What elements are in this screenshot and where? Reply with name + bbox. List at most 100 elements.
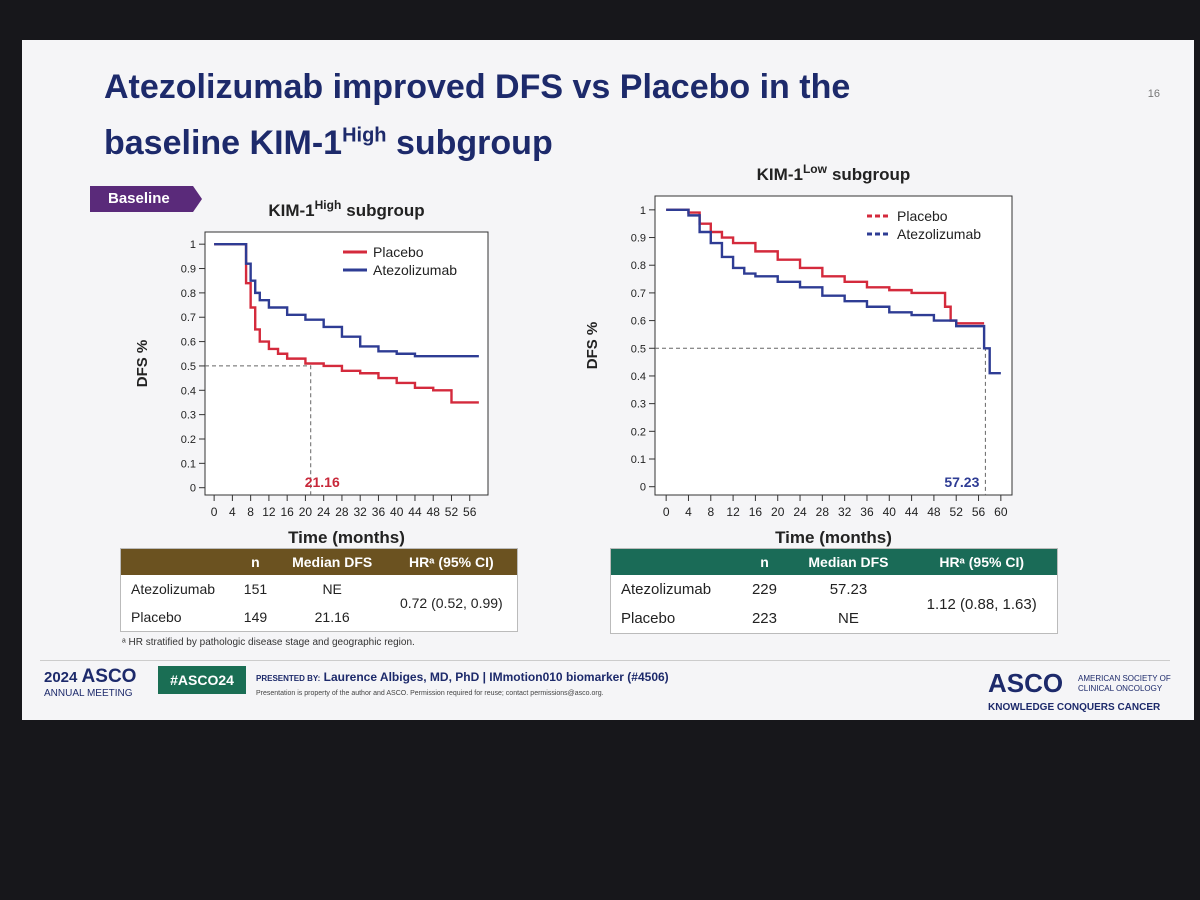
x-tick-label: 20: [771, 505, 785, 519]
x-tick-label: 16: [749, 505, 763, 519]
chart-title: KIM-1High subgroup: [268, 198, 424, 220]
cell: 149: [243, 609, 268, 625]
table-row: Atezolizumab 151 NE 0.72 (0.52, 0.99): [121, 575, 518, 611]
y-tick-label: 0.9: [631, 233, 646, 245]
km-curve: [214, 242, 479, 404]
table-header: n Median DFS HRᵃ (95% CI): [610, 548, 1058, 575]
x-tick-label: 32: [838, 505, 852, 519]
cell: 229: [751, 581, 777, 598]
slide-title: Atezolizumab improved DFS vs Placebo in …: [104, 68, 851, 106]
y-tick-label: 0.1: [631, 454, 646, 466]
y-tick-label: 0.5: [181, 361, 196, 373]
x-tick-label: 44: [408, 505, 422, 519]
x-tick-label: 48: [427, 505, 441, 519]
y-axis-label: DFS %: [134, 340, 151, 388]
cell: Atezolizumab: [621, 581, 712, 598]
page-number: 16: [1147, 88, 1160, 100]
presenter-line: PRESENTED BY: Laurence Albiges, MD, PhD …: [256, 670, 669, 684]
tagline: KNOWLEDGE CONQUERS CANCER: [988, 702, 1161, 713]
x-tick-label: 20: [299, 505, 313, 519]
x-tick-label: 0: [663, 505, 670, 519]
cell: 223: [751, 610, 777, 627]
meeting-year: 2024: [44, 669, 78, 686]
y-tick-label: 0.8: [181, 288, 196, 300]
y-tick-label: 0.5: [631, 343, 646, 355]
km-curve: [666, 208, 1001, 375]
chart-title: KIM-1: [268, 201, 314, 220]
header-cell: n: [251, 554, 260, 570]
presented-by: PRESENTED BY:: [256, 674, 321, 683]
cell: 0.72 (0.52, 0.99): [399, 595, 503, 611]
x-tick-label: 40: [390, 505, 404, 519]
footnote: ᵃ HR stratified by pathologic disease st…: [122, 637, 415, 648]
median-label: 57.23: [944, 474, 979, 490]
chart-title: subgroup: [346, 201, 424, 220]
y-tick-label: 1: [190, 239, 196, 251]
legend-label: Atezolizumab: [373, 262, 457, 278]
cell: NE: [322, 581, 342, 597]
header-cell: Median DFS: [292, 554, 373, 570]
y-tick-label: 0.4: [181, 385, 196, 397]
x-tick-label: 28: [816, 505, 830, 519]
table-header: n Median DFS HRᵃ (95% CI): [120, 548, 518, 575]
y-axis-label: DFS %: [584, 322, 601, 370]
x-tick-label: 52: [445, 505, 459, 519]
slide-title-sup: High: [342, 124, 387, 147]
x-tick-label: 4: [229, 505, 236, 519]
logo-sub: AMERICAN SOCIETY OF CLINICAL ONCOLOGY: [1078, 674, 1171, 693]
x-tick-label: 12: [262, 505, 276, 519]
meeting-name: ASCO: [81, 666, 137, 687]
median-label: 21.16: [305, 474, 340, 490]
x-tick-label: 28: [335, 505, 349, 519]
tag: Baseline: [90, 186, 202, 212]
slide-title: baseline KIM-1: [104, 124, 343, 162]
chart-title: KIM-1: [757, 165, 803, 184]
chart-title: KIM-1Low subgroup: [757, 162, 911, 184]
y-tick-label: 0.7: [631, 288, 646, 300]
x-tick-label: 48: [927, 505, 941, 519]
km-curve: [214, 242, 479, 358]
table-row: Placebo 149 21.16: [121, 603, 518, 632]
header-cell: n: [760, 554, 769, 570]
km-curve: [666, 208, 985, 325]
x-tick-label: 36: [860, 505, 874, 519]
cell: 57.23: [829, 581, 868, 598]
hashtag: #ASCO24: [158, 666, 246, 694]
y-tick-label: 1: [640, 205, 646, 217]
y-tick-label: 0.1: [181, 458, 196, 470]
meeting: 2024 ASCO: [44, 666, 136, 688]
chart-title-sup: Low: [803, 162, 828, 176]
table: n Median DFS HRᵃ (95% CI) Atezolizumab 2…: [610, 548, 1058, 634]
cell: NE: [838, 610, 859, 627]
x-tick-label: 40: [883, 505, 897, 519]
x-tick-label: 56: [972, 505, 986, 519]
plot-frame: [204, 231, 489, 496]
table-row: Atezolizumab 229 57.23 1.12 (0.88, 1.63): [611, 575, 1058, 613]
chart-title-sup: High: [315, 198, 342, 212]
y-tick-label: 0.2: [631, 426, 646, 438]
x-tick-label: 36: [372, 505, 386, 519]
logo: ASCO: [988, 668, 1064, 698]
y-tick-label: 0.9: [181, 264, 196, 276]
y-tick-label: 0.3: [631, 399, 646, 411]
x-tick-label: 52: [950, 505, 964, 519]
header-cell: HRᵃ (95% CI): [939, 554, 1025, 570]
slide-title: baseline KIM-1High subgroup: [104, 124, 553, 163]
table: n Median DFS HRᵃ (95% CI) Atezolizumab 1…: [120, 548, 518, 632]
divider: [40, 660, 1170, 661]
y-tick-label: 0.2: [181, 434, 196, 446]
x-tick-label: 44: [905, 505, 919, 519]
plot-frame: [654, 195, 1013, 496]
chart-title: subgroup: [832, 165, 910, 184]
cell: Atezolizumab: [131, 581, 216, 597]
cell: Placebo: [621, 610, 676, 627]
slide-title: subgroup: [395, 124, 553, 162]
x-tick-label: 0: [211, 505, 218, 519]
x-tick-label: 8: [247, 505, 254, 519]
x-tick-label: 56: [463, 505, 477, 519]
cell: 1.12 (0.88, 1.63): [926, 595, 1037, 613]
x-tick-label: 60: [994, 505, 1008, 519]
y-tick-label: 0.6: [631, 316, 646, 328]
